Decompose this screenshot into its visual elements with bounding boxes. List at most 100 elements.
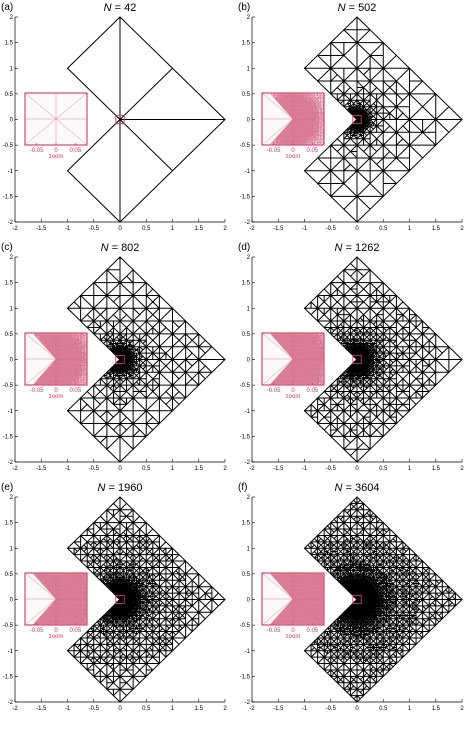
zoom-label: zoom [286, 394, 301, 400]
x-tick-label: 2 [460, 226, 464, 232]
x-tick-label: 1.5 [195, 226, 204, 232]
y-tick-label: -1 [245, 169, 251, 175]
zoom-tick-label: 0.05 [70, 148, 82, 154]
x-tick-label: -0.5 [326, 466, 337, 472]
y-tick-label: -1.5 [240, 674, 251, 680]
panel-c: (c) N = 802-2 -1.5 -1 -0.5 0 0.5 1 1.5 2-2-1.5-1-… [0, 242, 227, 472]
y-tick-label: 2 [10, 495, 14, 501]
x-tick-label: 0 [355, 706, 359, 712]
zoom-label: zoom [49, 154, 64, 160]
y-tick-label: 1.5 [5, 41, 14, 47]
x-tick-label: 0 [118, 706, 122, 712]
x-tick-label: -1.5 [36, 466, 47, 472]
y-tick-label: 2 [10, 255, 14, 261]
x-tick-label: -1 [302, 226, 308, 232]
panel-letter: (a) [1, 2, 13, 13]
y-tick-label: 0.5 [242, 572, 251, 578]
y-tick-label: -0.5 [240, 143, 251, 149]
x-tick-label: -1.5 [273, 226, 284, 232]
x-tick-label: 1.5 [432, 226, 441, 232]
y-tick-label: 0.5 [5, 332, 14, 338]
mesh [68, 497, 226, 702]
y-tick-label: 0.5 [242, 332, 251, 338]
mesh [305, 17, 463, 222]
panel-title: N = 502 [338, 2, 377, 14]
panel-title: N = 42 [104, 2, 137, 14]
x-tick-label: -1.5 [36, 706, 47, 712]
zoom-tick-label: -0.05 [30, 388, 44, 394]
y-tick-label: 0.5 [5, 572, 14, 578]
mesh [305, 497, 463, 702]
x-tick-label: 0.5 [142, 226, 151, 232]
y-tick-label: -1.5 [3, 194, 14, 200]
x-tick-label: -0.5 [89, 706, 100, 712]
x-tick-label: 2 [460, 466, 464, 472]
y-tick-label: 0 [247, 598, 251, 604]
x-tick-label: -1 [65, 706, 71, 712]
y-tick-label: 1 [10, 66, 14, 72]
x-tick-label: 1 [408, 466, 412, 472]
panel-letter: (f) [238, 482, 247, 493]
zoom-label: zoom [49, 634, 64, 640]
x-tick-label: 1 [408, 226, 412, 232]
x-tick-label: 0.5 [142, 706, 151, 712]
x-tick-label: -2 [249, 466, 255, 472]
x-tick-label: -1.5 [273, 466, 284, 472]
zoom-tick-label: 0.05 [307, 628, 319, 634]
x-tick-label: 2 [223, 706, 227, 712]
zoom-tick-label: 0.05 [70, 388, 82, 394]
x-tick-label: 2 [460, 706, 464, 712]
y-tick-label: -2 [245, 460, 251, 466]
y-tick-label: -0.5 [240, 623, 251, 629]
x-tick-label: 0 [118, 466, 122, 472]
zoom-tick-label: -0.05 [267, 148, 281, 154]
x-tick-label: 2 [223, 226, 227, 232]
zoom-tick-label: -0.05 [30, 628, 44, 634]
x-tick-label: -2 [249, 226, 255, 232]
y-tick-label: 1 [247, 306, 251, 312]
mesh [68, 257, 226, 462]
panel-b: (b) N = 502-2 -1.5 -1 -0.5 0 0.5 1 1.5 2-2-1.5-1-… [196, 2, 464, 232]
y-tick-label: 0.5 [5, 92, 14, 98]
y-tick-label: -2 [8, 460, 14, 466]
y-tick-label: -0.5 [3, 143, 14, 149]
zoom-tick-label: 0.05 [307, 148, 319, 154]
x-tick-label: -0.5 [326, 706, 337, 712]
x-tick-label: 1.5 [432, 706, 441, 712]
x-tick-label: 1.5 [195, 466, 204, 472]
x-tick-label: -0.5 [326, 226, 337, 232]
x-tick-label: -1.5 [273, 706, 284, 712]
y-tick-label: 2 [10, 15, 14, 21]
panel-a: (a) N = 42-2 -1.5 -1 -0.5 0 0.5 1 1.5 2-2-1.5-1-0… [1, 2, 227, 232]
x-tick-label: -2 [12, 226, 18, 232]
y-tick-label: 0 [10, 598, 14, 604]
y-tick-label: 1.5 [242, 281, 251, 287]
x-tick-label: -0.5 [89, 226, 100, 232]
x-tick-label: -2 [249, 706, 255, 712]
y-tick-label: 1.5 [5, 521, 14, 527]
y-tick-label: -0.5 [3, 623, 14, 629]
x-tick-label: 0.5 [379, 706, 388, 712]
y-tick-label: -0.5 [240, 383, 251, 389]
x-tick-label: -1 [65, 466, 71, 472]
mesh [305, 257, 463, 462]
y-tick-label: 0 [247, 118, 251, 124]
y-tick-label: -1 [245, 649, 251, 655]
y-tick-label: 0 [10, 118, 14, 124]
y-tick-label: -1.5 [3, 674, 14, 680]
panel-title: N = 3604 [335, 482, 380, 494]
zoom-tick-label: 0.05 [70, 628, 82, 634]
x-tick-label: 0.5 [142, 466, 151, 472]
panel-d: (d) N = 1262-2 -1.5 -1 -0.5 0 0.5 1 1.5 2-2-1.5-1… [208, 242, 464, 472]
zoom-tick-label: 0.05 [307, 388, 319, 394]
panel-letter: (e) [1, 482, 13, 493]
x-tick-label: 1 [408, 706, 412, 712]
y-tick-label: 2 [247, 495, 251, 501]
y-tick-label: -2 [8, 700, 14, 706]
x-tick-label: -1 [302, 466, 308, 472]
x-tick-label: -1 [302, 706, 308, 712]
zoom-label: zoom [49, 394, 64, 400]
x-tick-label: 0 [355, 466, 359, 472]
